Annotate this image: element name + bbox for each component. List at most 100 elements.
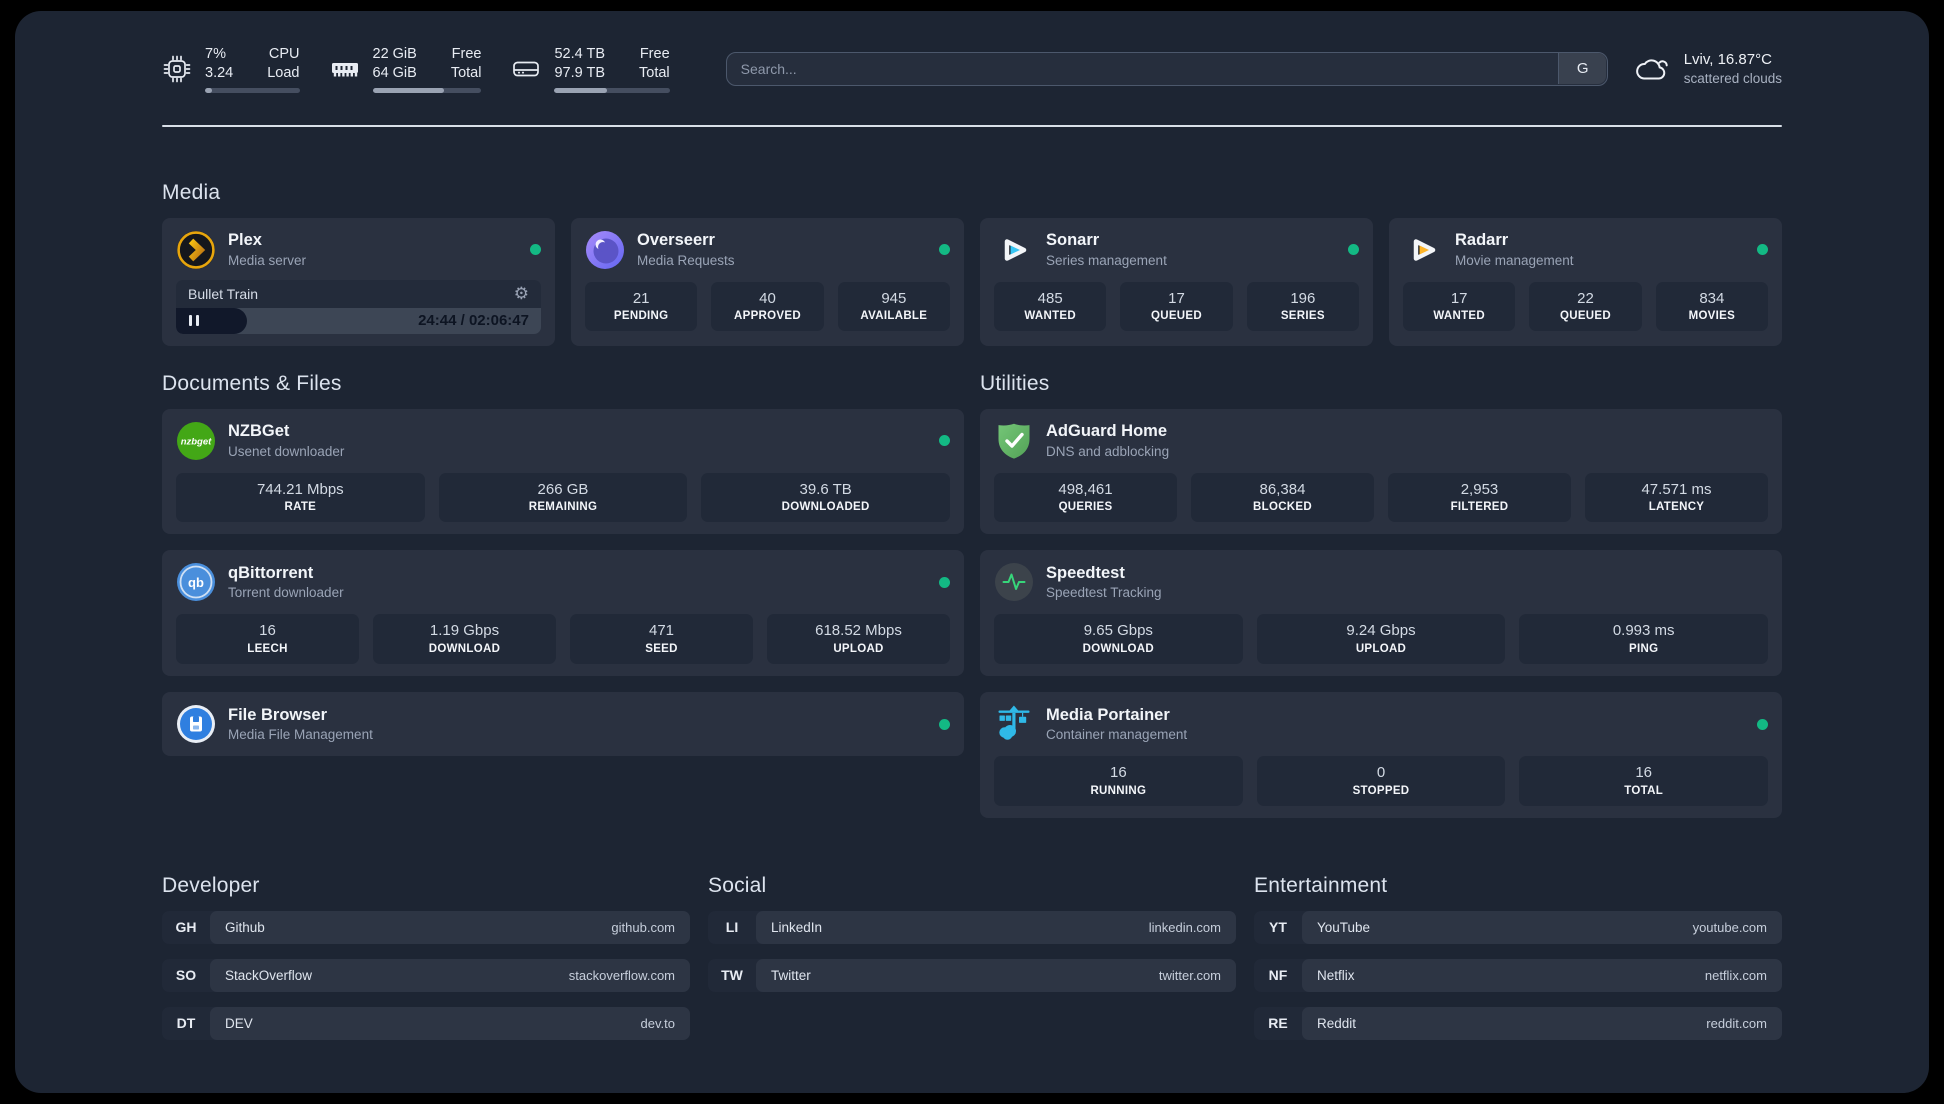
bookmark-url: youtube.com — [1692, 919, 1767, 935]
service-description: Media server — [228, 252, 307, 268]
stat-block: 16 RUNNING — [994, 756, 1243, 806]
settings-icon[interactable]: ⚙ — [513, 284, 529, 304]
cpu-resource-widget: 7% 3.24 CPU Load — [162, 45, 300, 93]
stat-block: 266 GB REMAINING — [438, 472, 688, 523]
service-description: Media Requests — [637, 252, 735, 268]
cpu-values: 7% 3.24 — [205, 46, 234, 81]
search-input[interactable] — [725, 51, 1608, 86]
cpu-usage-bar — [205, 87, 300, 93]
documents-column: Documents & Files nzbget NZBGet Usenet d… — [162, 372, 964, 818]
radarr-icon — [1413, 238, 1436, 261]
stat-block: 9.65 Gbps DOWNLOAD — [994, 614, 1243, 665]
bookmark-stackoverflow[interactable]: SO StackOverflow stackoverflow.com — [162, 958, 690, 992]
service-card-sonarr[interactable]: Sonarr Series management 485 WANTED 17 Q… — [980, 217, 1373, 346]
status-dot-online — [939, 718, 950, 730]
service-card-plex[interactable]: Plex Media server Bullet Train ⚙ 24:44 — [162, 217, 555, 346]
bookmark-twitter[interactable]: TW Twitter twitter.com — [708, 958, 1236, 992]
service-card-adguard[interactable]: AdGuard Home DNS and adblocking 498,461 … — [980, 408, 1782, 535]
section-title-social: Social — [708, 873, 767, 897]
adguard-icon — [998, 423, 1030, 459]
stat-block: 1.19 Gbps DOWNLOAD — [373, 614, 556, 665]
search-provider-button[interactable]: G — [1558, 53, 1607, 85]
bookmark-name: Github — [225, 919, 265, 935]
section-title-media: Media — [162, 180, 221, 204]
svg-text:qb: qb — [188, 575, 204, 590]
stat-block: 39.6 TB DOWNLOADED — [701, 472, 950, 523]
bookmark-url: twitter.com — [1158, 967, 1221, 983]
bookmark-dev[interactable]: DT DEV dev.to — [162, 1006, 690, 1040]
sonarr-icon — [1004, 238, 1027, 261]
dashboard-panel: 7% 3.24 CPU Load — [15, 11, 1929, 1093]
stat-block: 17 QUEUED — [1120, 281, 1233, 332]
bookmark-abbr: DT — [176, 1015, 196, 1032]
service-name: Plex — [228, 231, 262, 250]
service-description: Usenet downloader — [228, 443, 345, 459]
bookmark-reddit[interactable]: RE Reddit reddit.com — [1254, 1006, 1782, 1040]
bookmark-github[interactable]: GH Github github.com — [162, 910, 690, 944]
pause-icon — [189, 315, 199, 327]
bookmark-linkedin[interactable]: LI LinkedIn linkedin.com — [708, 910, 1236, 944]
stat-block: 2,953 FILTERED — [1388, 472, 1571, 523]
bookmark-url: linkedin.com — [1148, 919, 1221, 935]
bookmark-name: YouTube — [1317, 919, 1371, 935]
qbittorrent-icon: qb — [177, 563, 215, 602]
disk-resource-widget: 52.4 TB 97.9 TB Free Total — [511, 45, 670, 93]
bookmark-url: netflix.com — [1704, 967, 1767, 983]
service-name: Overseerr — [637, 231, 715, 250]
disk-usage-bar — [554, 87, 670, 93]
status-dot-online — [939, 435, 950, 447]
bookmark-name: LinkedIn — [771, 919, 823, 935]
service-name: AdGuard Home — [1046, 422, 1168, 441]
now-playing-title: Bullet Train — [188, 285, 259, 302]
plex-now-playing: Bullet Train ⚙ 24:44 / 02:06:47 — [176, 279, 541, 334]
search-bar: G — [725, 51, 1608, 86]
service-name: NZBGet — [228, 422, 290, 441]
bookmark-url: stackoverflow.com — [568, 967, 675, 983]
top-bar: 7% 3.24 CPU Load — [162, 45, 1782, 93]
memory-icon — [331, 62, 358, 77]
stat-block: 485 WANTED — [994, 281, 1107, 332]
status-dot-online — [1757, 244, 1768, 256]
bookmark-abbr: SO — [175, 967, 197, 984]
bookmark-name: StackOverflow — [225, 967, 313, 983]
cloud-icon — [1635, 59, 1668, 80]
bookmark-group-entertainment: Entertainment YT YouTube youtube.com NF … — [1254, 874, 1782, 1055]
bookmark-name: Reddit — [1317, 1015, 1357, 1031]
weather-widget: Lviv, 16.87°C scattered clouds — [1634, 50, 1782, 87]
bookmark-name: DEV — [225, 1015, 253, 1031]
stat-block: 22 QUEUED — [1529, 281, 1642, 332]
plex-icon — [177, 230, 215, 269]
service-card-nzbget[interactable]: nzbget NZBGet Usenet downloader 744.21 M… — [162, 408, 964, 535]
service-card-qbittorrent[interactable]: qb qBittorrent Torrent downloader 16 LEE… — [162, 550, 964, 677]
weather-location: Lviv, 16.87°C — [1683, 51, 1772, 69]
section-title-documents: Documents & Files — [162, 371, 342, 395]
bookmark-abbr: YT — [1269, 919, 1287, 936]
portainer-icon — [998, 705, 1030, 740]
bookmark-abbr: NF — [1268, 967, 1288, 984]
service-description: Torrent downloader — [228, 585, 344, 601]
service-card-speedtest[interactable]: Speedtest Speedtest Tracking 9.65 Gbps D… — [980, 550, 1782, 677]
bookmark-youtube[interactable]: YT YouTube youtube.com — [1254, 910, 1782, 944]
stat-block: 9.24 Gbps UPLOAD — [1256, 614, 1506, 665]
service-card-overseerr[interactable]: Overseerr Media Requests 21 PENDING 40 A… — [571, 217, 964, 346]
stat-block: 945 AVAILABLE — [837, 281, 950, 332]
stat-block: 17 WANTED — [1403, 281, 1516, 332]
disk-labels: Free Total — [639, 46, 670, 81]
stat-block: 86,384 BLOCKED — [1191, 472, 1374, 523]
stat-block: 744.21 Mbps RATE — [176, 472, 425, 523]
stat-block: 618.52 Mbps UPLOAD — [767, 614, 950, 665]
bookmark-name: Netflix — [1317, 967, 1355, 983]
service-card-portainer[interactable]: Media Portainer Container management 16 … — [980, 692, 1782, 818]
service-description: Media File Management — [228, 727, 373, 743]
service-card-radarr[interactable]: Radarr Movie management 17 WANTED 22 QUE… — [1389, 217, 1782, 346]
status-dot-online — [1757, 718, 1768, 730]
service-description: Container management — [1046, 727, 1188, 743]
service-card-filebrowser[interactable]: File Browser Media File Management — [162, 692, 964, 757]
bookmark-netflix[interactable]: NF Netflix netflix.com — [1254, 958, 1782, 992]
stat-block: 40 APPROVED — [711, 281, 824, 332]
topbar-divider — [162, 124, 1782, 127]
service-description: Movie management — [1455, 252, 1574, 268]
nzbget-icon: nzbget — [177, 421, 215, 460]
stat-block: 471 SEED — [570, 614, 753, 665]
utilities-column: Utilities AdGuard Home DNS and adblockin… — [980, 372, 1782, 818]
